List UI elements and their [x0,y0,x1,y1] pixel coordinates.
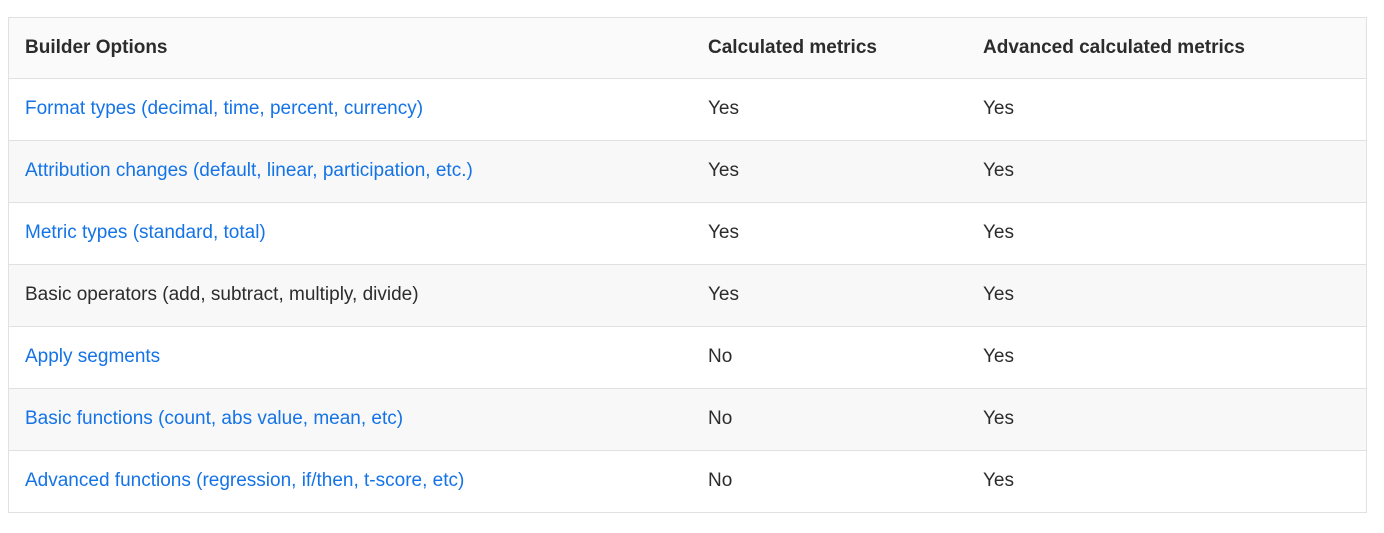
table-row: Apply segments No Yes [9,326,1366,389]
column-header-builder-options: Builder Options [9,18,692,79]
column-header-calculated-metrics: Calculated metrics [692,18,967,79]
table-row: Format types (decimal, time, percent, cu… [9,78,1366,141]
column-header-advanced-calculated-metrics: Advanced calculated metrics [967,18,1366,79]
builder-option-link[interactable]: Basic functions (count, abs value, mean,… [25,408,404,429]
builder-option-link[interactable]: Format types (decimal, time, percent, cu… [25,98,424,119]
table-row: Metric types (standard, total) Yes Yes [9,202,1366,265]
cell-advanced-calculated-metrics-value: Yes [967,202,1366,265]
builder-option-link[interactable]: Attribution changes (default, linear, pa… [25,160,473,181]
cell-calculated-metrics-value: No [692,326,967,389]
builder-option-text: Basic operators (add, subtract, multiply… [25,284,419,305]
table-header: Builder Options Calculated metrics Advan… [9,18,1366,79]
cell-calculated-metrics-value: Yes [692,78,967,141]
cell-advanced-calculated-metrics-value: Yes [967,78,1366,141]
cell-builder-option: Apply segments [9,326,692,389]
table-row: Attribution changes (default, linear, pa… [9,140,1366,203]
cell-calculated-metrics-value: No [692,388,967,451]
builder-option-link[interactable]: Apply segments [25,346,161,367]
cell-advanced-calculated-metrics-value: Yes [967,264,1366,327]
cell-advanced-calculated-metrics-value: Yes [967,326,1366,389]
cell-calculated-metrics-value: Yes [692,202,967,265]
comparison-table-container: Builder Options Calculated metrics Advan… [8,17,1367,513]
cell-calculated-metrics-value: Yes [692,264,967,327]
cell-builder-option: Advanced functions (regression, if/then,… [9,450,692,512]
cell-builder-option: Attribution changes (default, linear, pa… [9,140,692,203]
table-row: Basic operators (add, subtract, multiply… [9,264,1366,327]
cell-advanced-calculated-metrics-value: Yes [967,140,1366,203]
cell-advanced-calculated-metrics-value: Yes [983,470,1014,492]
table-row: Advanced functions (regression, if/then,… [9,450,1366,512]
cell-calculated-metrics-value: Yes [692,140,967,203]
cell-builder-option: Metric types (standard, total) [9,202,692,265]
builder-option-link[interactable]: Advanced functions (regression, if/then,… [25,470,465,492]
builder-option-link[interactable]: Metric types (standard, total) [25,222,266,243]
table-header-row: Builder Options Calculated metrics Advan… [9,18,1366,79]
cell-builder-option: Basic operators (add, subtract, multiply… [9,264,692,327]
cell-builder-option: Basic functions (count, abs value, mean,… [9,388,692,451]
builder-options-comparison-table: Builder Options Calculated metrics Advan… [9,18,1366,512]
cell-calculated-metrics-value: No [708,470,733,492]
table-body: Format types (decimal, time, percent, cu… [9,78,1366,512]
cell-builder-option: Format types (decimal, time, percent, cu… [9,78,692,141]
table-row: Basic functions (count, abs value, mean,… [9,388,1366,451]
cell-advanced-calculated-metrics-value: Yes [967,388,1366,451]
